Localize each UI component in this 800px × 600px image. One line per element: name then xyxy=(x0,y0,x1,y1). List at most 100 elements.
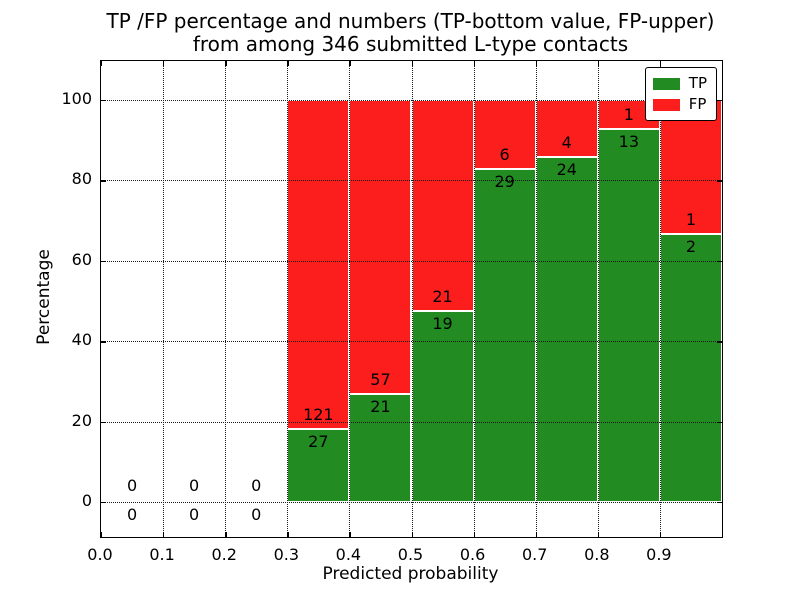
legend-item-tp: TP xyxy=(652,73,707,94)
bar-label-tp: 0 xyxy=(189,505,200,524)
x-tick-mark xyxy=(473,61,475,66)
x-tick-mark xyxy=(225,532,227,537)
y-tick-mark xyxy=(717,341,722,343)
bar-segment-tp xyxy=(535,157,598,502)
y-tick-label: 60 xyxy=(71,249,92,269)
bar-label-tp: 13 xyxy=(618,131,640,151)
y-tick-label: 0 xyxy=(81,491,92,510)
legend-item-fp: FP xyxy=(652,94,707,115)
y-tick-mark xyxy=(717,421,722,423)
bar-label-fp: 57 xyxy=(370,369,391,389)
chart-title-line1: TP /FP percentage and numbers (TP-bottom… xyxy=(106,9,715,33)
x-tick-label: 0.3 xyxy=(273,545,300,564)
bar-label-fp: 0 xyxy=(126,476,138,495)
bar-segment-tp xyxy=(597,128,660,502)
x-tick-mark xyxy=(349,532,351,537)
y-tick-mark xyxy=(101,100,106,102)
bar-label-tp: 19 xyxy=(432,314,453,334)
bar-label-tp: 0 xyxy=(126,505,138,524)
bar-label-tp: 29 xyxy=(494,171,515,191)
x-tick-mark xyxy=(163,532,165,537)
x-tick-mark xyxy=(473,532,475,537)
y-tick-mark xyxy=(717,260,722,263)
y-tick-mark xyxy=(101,260,106,263)
bar-label-tp: 0 xyxy=(251,505,262,524)
bar-segment-fp xyxy=(535,100,598,158)
bar-label-tp: 2 xyxy=(685,236,697,256)
y-tick-mark xyxy=(101,502,106,504)
x-tick-mark xyxy=(411,61,413,66)
x-tick-mark xyxy=(597,61,600,66)
legend: TP FP xyxy=(644,67,717,121)
x-tick-mark xyxy=(101,61,103,66)
x-axis-label: Predicted probability xyxy=(322,564,499,584)
x-tick-label: 0.6 xyxy=(459,545,486,564)
grid-line-vertical xyxy=(287,61,289,537)
fp-legend-label: FP xyxy=(688,95,707,113)
grid-line-vertical xyxy=(225,61,227,537)
y-tick-mark xyxy=(717,180,722,182)
tp-legend-swatch xyxy=(652,77,680,90)
x-tick-mark xyxy=(349,61,351,66)
x-tick-mark xyxy=(411,532,413,537)
bar-segment-tp xyxy=(349,393,412,502)
grid-line-vertical xyxy=(411,61,413,537)
fp-legend-swatch xyxy=(652,98,680,111)
grid-line-vertical xyxy=(349,61,351,537)
bar-label-fp: 1 xyxy=(685,209,697,229)
x-tick-mark xyxy=(163,61,165,66)
bar-label-fp: 121 xyxy=(303,404,334,424)
tp-legend-label: TP xyxy=(688,74,707,92)
bar-segment-fp xyxy=(349,100,412,394)
x-tick-mark xyxy=(659,61,662,66)
y-tick-label: 20 xyxy=(71,410,92,430)
x-tick-label: 0.1 xyxy=(149,545,175,564)
x-tick-label: 0.9 xyxy=(646,545,672,564)
y-tick-mark xyxy=(101,341,106,343)
grid-line-vertical xyxy=(473,61,475,537)
x-tick-mark xyxy=(535,61,538,66)
y-tick-mark xyxy=(101,180,106,182)
x-tick-mark xyxy=(101,532,103,537)
x-tick-mark xyxy=(597,532,600,537)
chart-title-line2: from among 346 submitted L-type contacts xyxy=(192,32,629,56)
y-tick-mark xyxy=(717,502,722,504)
x-tick-mark xyxy=(287,61,289,66)
x-tick-mark xyxy=(535,532,538,537)
bar-segment-tp xyxy=(659,233,722,502)
bar-label-tp: 24 xyxy=(556,160,577,180)
x-tick-label: 0.5 xyxy=(397,545,424,564)
x-tick-mark xyxy=(225,61,227,66)
bar-segment-fp xyxy=(287,100,350,429)
bar-segment-fp xyxy=(411,100,474,312)
bar-label-fp: 0 xyxy=(251,476,262,495)
plot-area: TP FP 0 0 0 0 0 0 121 27 57 21 21 19 6 29 4 24 1 13 1 2 xyxy=(100,60,723,538)
x-tick-label: 0.7 xyxy=(521,545,548,564)
bar-label-fp: 21 xyxy=(432,287,453,307)
x-tick-mark xyxy=(287,532,289,537)
y-tick-mark xyxy=(101,421,106,423)
y-tick-label: 40 xyxy=(71,330,92,350)
bar-label-fp: 6 xyxy=(499,144,510,164)
bar-segment-tp xyxy=(411,311,474,502)
chart-title: TP /FP percentage and numbers (TP-bottom… xyxy=(100,10,721,56)
bar-label-fp: 0 xyxy=(189,476,200,495)
bar-segment-fp xyxy=(659,100,722,234)
x-tick-label: 0.8 xyxy=(584,545,610,564)
x-tick-label: 0.0 xyxy=(87,545,113,564)
x-tick-mark xyxy=(659,532,662,537)
x-tick-label: 0.2 xyxy=(211,545,237,564)
bar-label-fp: 4 xyxy=(561,133,572,153)
bar-label-tp: 21 xyxy=(370,396,391,416)
grid-line-vertical xyxy=(163,61,165,537)
bar-label-fp: 1 xyxy=(623,104,634,124)
x-tick-label: 0.4 xyxy=(335,545,362,564)
y-tick-label: 80 xyxy=(71,169,92,189)
grid-line-vertical xyxy=(535,61,537,537)
grid-line-vertical xyxy=(597,61,599,537)
grid-line-vertical xyxy=(659,61,661,537)
y-tick-label: 100 xyxy=(61,89,92,108)
bar-segment-tp xyxy=(473,168,536,502)
bar-label-tp: 27 xyxy=(308,431,329,451)
